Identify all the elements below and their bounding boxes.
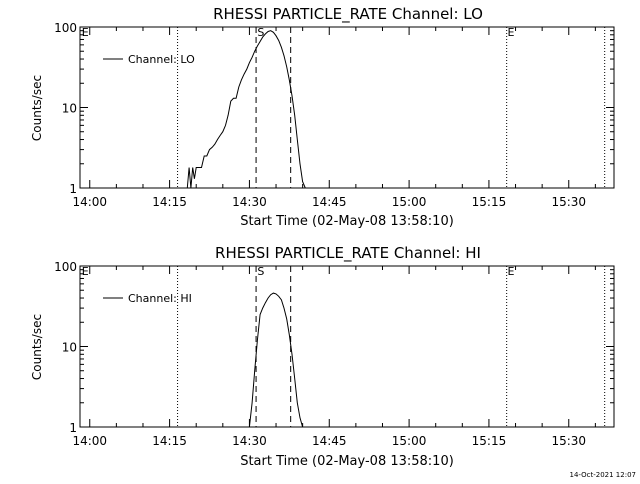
plot-frame [79, 26, 615, 189]
y-tick-label: 10 [62, 102, 77, 116]
x-tick-label: 14:00 [72, 434, 107, 448]
chart-title: RHESSI PARTICLE_RATE Channel: HI [215, 244, 481, 263]
x-tick-label: 14:15 [152, 195, 187, 209]
y-axis-label: Counts/sec [30, 75, 44, 141]
marker-label: E [508, 265, 515, 278]
x-tick-label: 14:30 [232, 434, 267, 448]
legend: Channel: LO [103, 53, 195, 66]
legend-entry: Channel: HI [128, 292, 192, 305]
y-axis: 1 10 100 [54, 21, 614, 196]
x-tick-label: 14:45 [312, 434, 347, 448]
x-tick-label: 15:30 [551, 195, 586, 209]
x-axis: 14:00 14:15 14:30 14:45 15:00 15:15 15:30 [72, 266, 596, 448]
x-tick-label: 14:30 [232, 195, 267, 209]
marker-label: E [508, 26, 515, 39]
x-tick-label: 15:15 [472, 195, 507, 209]
marker-label: E [82, 265, 89, 278]
y-axis-label: Counts/sec [30, 314, 44, 380]
x-tick-label: 14:00 [72, 195, 107, 209]
x-tick-label: 14:15 [152, 434, 187, 448]
y-tick-label: 100 [54, 21, 77, 35]
x-tick-label: 15:00 [392, 434, 427, 448]
legend: Channel: HI [103, 292, 192, 305]
timestamp-footer: 14-Oct-2021 12:07 [569, 471, 636, 479]
marker-label: S [257, 265, 264, 278]
panel-hi: RHESSI PARTICLE_RATE Channel: HI 110100 … [30, 244, 615, 469]
chart-title: RHESSI PARTICLE_RATE Channel: LO [213, 5, 483, 24]
y-tick-label: 1 [69, 421, 77, 435]
y-tick-label: 100 [54, 260, 77, 274]
marker-label: S [257, 26, 264, 39]
y-tick-label: 10 [62, 341, 77, 355]
x-tick-label: 15:15 [472, 434, 507, 448]
x-tick-label: 14:45 [312, 195, 347, 209]
panel-lo: RHESSI PARTICLE_RATE Channel: LO 110100 … [30, 5, 615, 229]
y-axis: 1 10 100 [54, 260, 614, 435]
plot-frame [79, 265, 615, 428]
x-axis-label: Start Time (02-May-08 13:58:10) [240, 214, 454, 229]
x-tick-label: 15:00 [392, 195, 427, 209]
legend-entry: Channel: LO [128, 53, 195, 66]
x-axis: 14:00 14:15 14:30 14:45 15:00 15:15 15:30 [72, 27, 596, 209]
series-line [248, 292, 304, 428]
x-axis-label: Start Time (02-May-08 13:58:10) [240, 454, 454, 469]
y-tick-label: 1 [69, 182, 77, 196]
series-line [186, 30, 306, 189]
marker-label: E [82, 26, 89, 39]
event-markers: S EE [82, 26, 606, 188]
x-tick-label: 15:30 [551, 434, 586, 448]
event-markers: S EE [82, 265, 606, 427]
